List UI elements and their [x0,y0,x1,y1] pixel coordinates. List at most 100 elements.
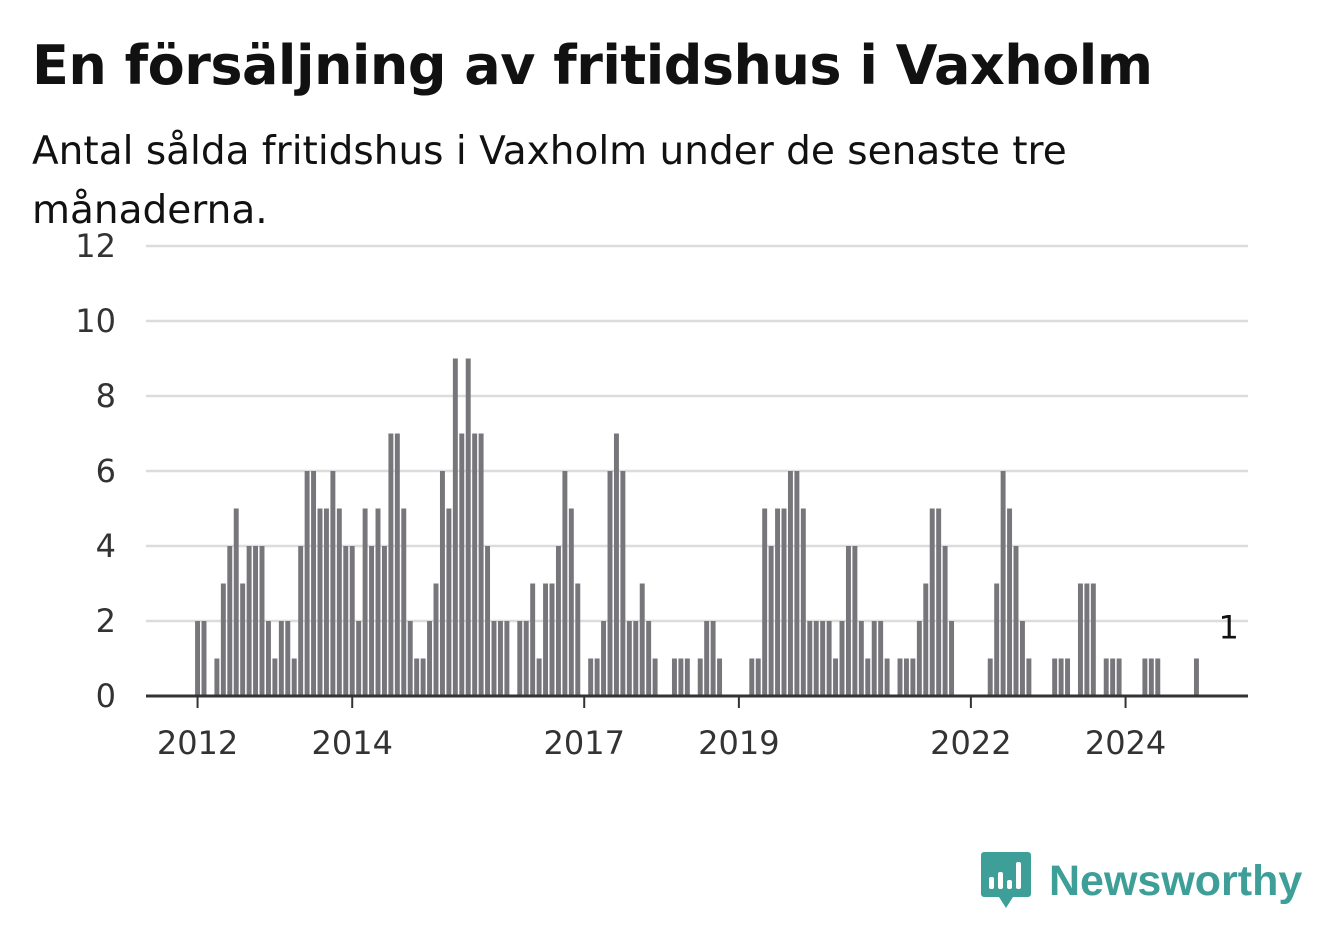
y-tick-label: 8 [96,377,116,415]
bar [1155,658,1161,696]
bar [330,471,336,696]
bar [1077,583,1083,696]
bar [491,621,497,696]
bar [259,546,265,696]
bar [813,621,819,696]
bar [414,658,420,696]
bar [794,471,800,696]
bar [555,546,561,696]
newsworthy-logo-icon [981,852,1031,908]
x-tick-label: 2012 [157,724,238,762]
bar [394,433,400,696]
bar [871,621,877,696]
bar [375,508,381,696]
bar [530,583,536,696]
bar [768,546,774,696]
bar [1116,658,1122,696]
x-tick-label: 2024 [1085,724,1166,762]
bar [949,621,955,696]
bar [807,621,813,696]
bar [987,658,993,696]
y-tick-label: 4 [96,527,116,565]
bar [1052,658,1058,696]
bar [929,508,935,696]
bar [343,546,349,696]
bar [710,621,716,696]
bar [613,433,619,696]
bar [304,471,310,696]
bar [1007,508,1013,696]
bar [1000,471,1006,696]
bar [311,471,317,696]
chart-subtitle: Antal sålda fritidshus i Vaxholm under d… [32,129,1067,233]
bar [916,621,922,696]
bar [620,471,626,696]
bar [749,658,755,696]
bar [214,658,220,696]
bar [227,546,233,696]
bar [1103,658,1109,696]
bar [1193,658,1199,696]
bar [472,433,478,696]
bar [362,508,368,696]
x-tick-label: 2017 [544,724,625,762]
bar [575,583,581,696]
bar [820,621,826,696]
bar [427,621,433,696]
y-tick-label: 6 [96,452,116,490]
bar [646,621,652,696]
bar [323,508,329,696]
bar [787,471,793,696]
bar [626,621,632,696]
bar [903,658,909,696]
bar [1142,658,1148,696]
bar [697,658,703,696]
bar [1148,658,1154,696]
bar [504,621,510,696]
bar [369,546,375,696]
bar [845,546,851,696]
x-tick-label: 2014 [312,724,393,762]
bar [884,658,890,696]
bar [594,658,600,696]
bar [401,508,407,696]
x-tick-label: 2022 [930,724,1011,762]
bar [775,508,781,696]
bar [549,583,555,696]
bar [195,621,201,696]
bar [910,658,916,696]
bar [523,621,529,696]
bar [536,658,542,696]
bar [420,658,426,696]
bar [717,658,723,696]
bar [839,621,845,696]
x-tick-label: 2019 [698,724,779,762]
bar [1019,621,1025,696]
bar [781,508,787,696]
bar [865,658,871,696]
bar [562,471,568,696]
y-tick-label: 0 [96,677,116,715]
highlight-value-label: 1 [1218,609,1238,647]
newsworthy-logo: Newsworthy [981,849,1302,913]
bar [762,508,768,696]
bar [704,621,710,696]
bar [439,471,445,696]
bar [755,658,761,696]
bar [291,658,297,696]
bar [388,433,394,696]
bar [446,508,452,696]
bar [336,508,342,696]
bar [459,433,465,696]
bar [265,621,271,696]
bar [936,508,942,696]
y-tick-label: 10 [75,302,116,340]
bar [897,658,903,696]
bar [1013,546,1019,696]
brand-name: Newsworthy [1049,856,1303,905]
bar [633,621,639,696]
bar [826,621,832,696]
bar [407,621,413,696]
bar [233,508,239,696]
